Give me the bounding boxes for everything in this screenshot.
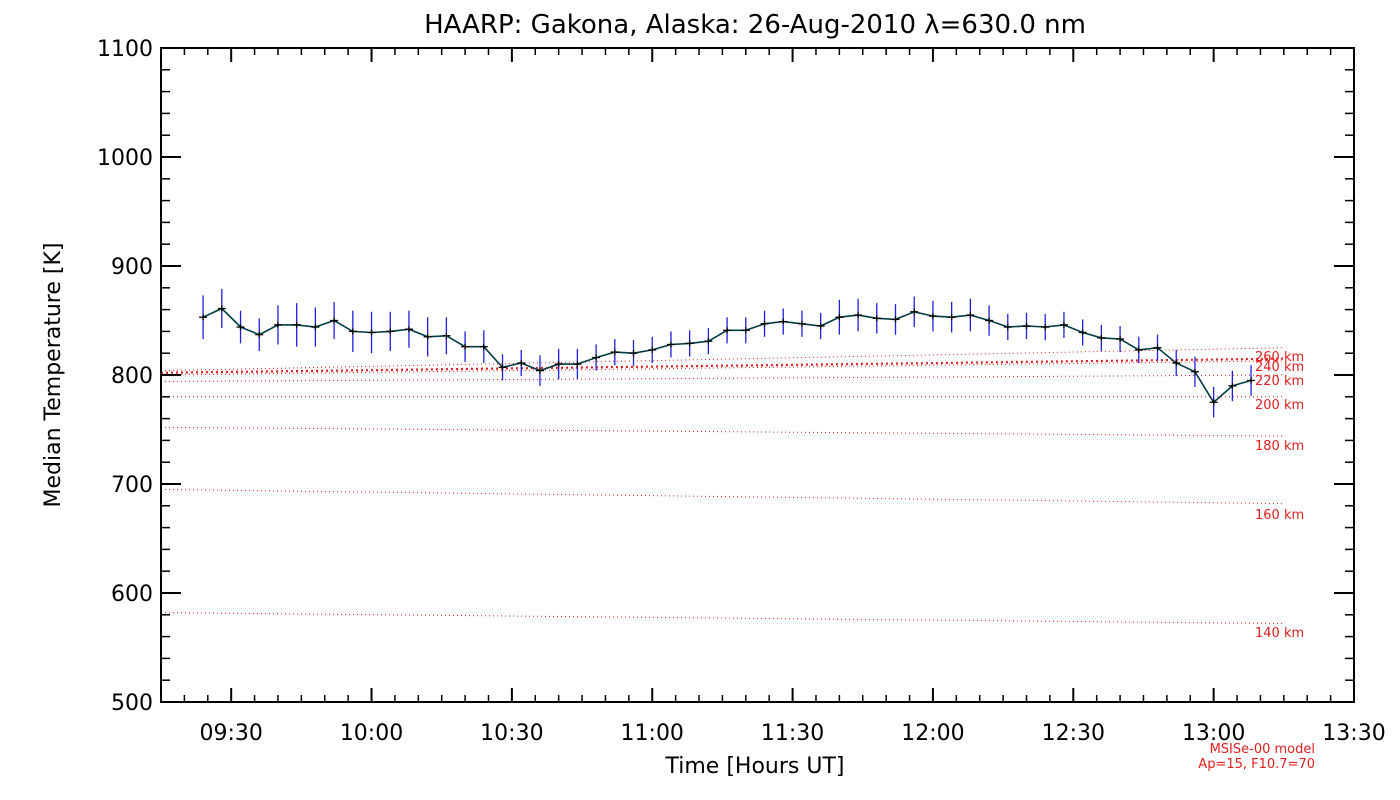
model-line-250-km (160, 347, 1284, 372)
model-line-160-km (160, 488, 1284, 505)
model-label-140-km: 140 km (1255, 626, 1304, 641)
x-tick-label: 13:30 (1322, 721, 1385, 746)
model-label-220-km: 220 km (1255, 374, 1304, 389)
chart-title: HAARP: Gakona, Alaska: 26-Aug-2010 λ=630… (424, 10, 1086, 40)
model-line-180-km (160, 426, 1284, 437)
model-line-220-km (160, 374, 1284, 383)
x-tick-label: 12:30 (1042, 721, 1105, 746)
y-tick-label: 700 (111, 473, 153, 498)
model-label-240-km: 240 km (1255, 360, 1304, 375)
model-label-180-km: 180 km (1255, 439, 1304, 454)
y-tick-label: 1000 (97, 146, 153, 171)
model-label-260-km: 260 km (1255, 350, 1304, 365)
x-tick-label: 09:30 (199, 721, 262, 746)
model-line-240-km (160, 360, 1284, 376)
temperature-series (199, 288, 1256, 418)
x-tick-label: 11:30 (761, 721, 824, 746)
y-tick-label: 900 (111, 255, 153, 280)
y-tick-label: 500 (111, 691, 153, 716)
x-tick-label: 10:30 (480, 721, 543, 746)
y-tick-label: 800 (111, 364, 153, 389)
plot-frame (160, 47, 1355, 703)
x-tick-label: 12:00 (901, 721, 964, 746)
x-axis-label: Time [Hours UT] (665, 754, 845, 779)
model-label-200-km: 200 km (1255, 398, 1304, 413)
model-label-160-km: 160 km (1255, 508, 1304, 523)
model-line-140-km (160, 612, 1284, 625)
y-axis-label: Median Temperature [K] (41, 243, 66, 508)
model-note-line-2: Ap=15, F10.7=70 (1198, 757, 1315, 772)
model-note-line-1: MSISe-00 model (1210, 742, 1315, 757)
model-line-260-km (160, 357, 1284, 374)
x-tick-label: 11:00 (621, 721, 684, 746)
x-tick-label: 10:00 (340, 721, 403, 746)
x-tick-label: 13:00 (1182, 721, 1245, 746)
y-tick-label: 1100 (97, 37, 153, 62)
y-tick-label: 600 (111, 582, 153, 607)
axes: 09:30 10:00 10:30 11:00 11:30 12:00 12:30 13:00… (97, 37, 1386, 746)
